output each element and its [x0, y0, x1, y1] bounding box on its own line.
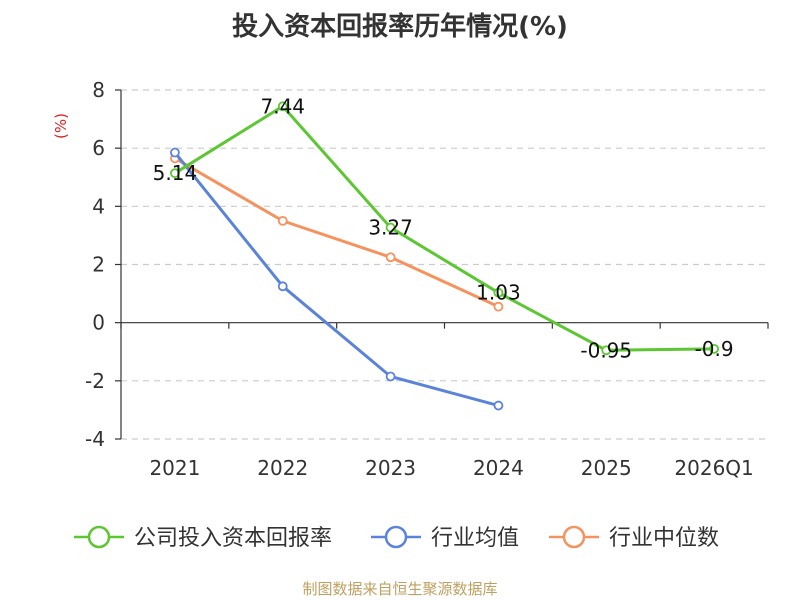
y-axis-label: (%) — [52, 113, 70, 139]
legend-marker-circle — [87, 525, 111, 549]
data-point — [493, 400, 504, 411]
data-point — [601, 345, 612, 356]
data-label: 5.14 — [153, 161, 198, 185]
data-source-note: 制图数据来自恒生聚源数据库 — [302, 580, 498, 598]
legend-label: 行业中位数 — [609, 526, 719, 551]
x-tick-label: 2023 — [365, 456, 416, 480]
data-point — [385, 252, 396, 263]
x-tick-label: 2024 — [473, 456, 524, 480]
data-point — [170, 147, 180, 158]
data-point — [277, 281, 288, 292]
chart-title: 投入资本回报率历年情况(%) — [232, 12, 568, 42]
data-point — [493, 301, 504, 312]
series-line — [174, 104, 715, 352]
legend-label: 公司投入资本回报率 — [134, 526, 332, 551]
legend-marker-circle — [384, 525, 408, 549]
x-tick-label: 2026Q1 — [674, 456, 753, 480]
legend-label: 行业均值 — [431, 526, 519, 551]
y-tick-label: 8 — [92, 78, 105, 102]
data-label: 7.44 — [260, 94, 305, 118]
series-line — [174, 157, 500, 309]
x-tick-label: 2022 — [257, 456, 308, 480]
x-tick-label: 2021 — [149, 456, 200, 480]
x-tick-label: 2025 — [581, 456, 632, 480]
data-label: 3.27 — [368, 216, 413, 240]
y-tick-label: -2 — [85, 369, 105, 393]
data-point — [493, 287, 504, 298]
data-label: -0.9 — [695, 337, 734, 361]
y-tick-label: 2 — [92, 253, 105, 277]
data-point — [277, 101, 288, 112]
data-point — [709, 343, 719, 354]
legend-marker-circle — [562, 525, 586, 549]
data-label: 1.03 — [476, 281, 521, 305]
data-point — [385, 371, 396, 382]
y-tick-label: 0 — [92, 311, 105, 335]
y-tick-label: -4 — [85, 427, 105, 451]
series-line — [173, 151, 499, 408]
data-point — [385, 222, 396, 233]
y-tick-label: 4 — [92, 194, 105, 218]
y-tick-label: 6 — [92, 136, 105, 160]
data-point — [277, 215, 288, 226]
data-point — [170, 168, 180, 179]
data-label: -0.95 — [580, 338, 632, 362]
